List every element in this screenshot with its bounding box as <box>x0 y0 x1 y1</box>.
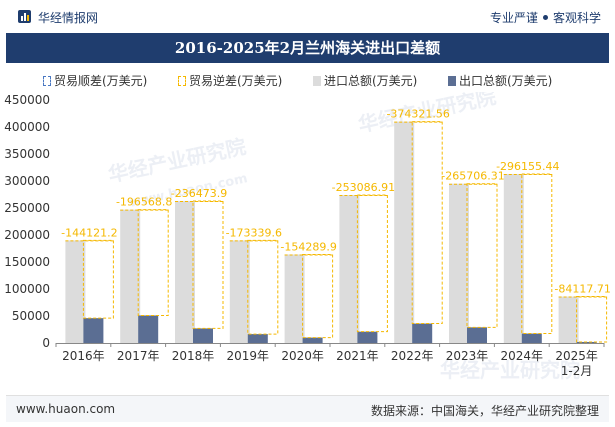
deficit-box <box>466 183 498 328</box>
chart-title: 2016-2025年2月兰州海关进出口差额 <box>6 33 609 63</box>
y-tick-label: 0 <box>42 336 50 350</box>
deficit-box <box>521 173 553 335</box>
tagline: 专业严谨 客观科学 <box>490 9 601 26</box>
import-bar <box>120 209 141 343</box>
legend-label-deficit: 贸易逆差(万美元) <box>189 74 283 88</box>
deficit-box <box>576 296 608 343</box>
import-bar <box>229 240 250 343</box>
x-tick-label: 2020年 <box>281 349 324 363</box>
tagline-right: 客观科学 <box>552 11 601 25</box>
deficit-label: -173339.6 <box>226 226 282 239</box>
deficit-box <box>302 253 334 339</box>
import-bar <box>449 183 469 343</box>
y-tick-label: 150000 <box>4 255 50 269</box>
footer-website-link[interactable]: www.huaon.com <box>16 402 116 416</box>
import-bar <box>558 296 579 343</box>
deficit-label: -144121.2 <box>61 226 117 239</box>
bar-chart: 华经产业研究院www.huaon.com华经产业研究院华经产业研究院050000… <box>4 92 611 382</box>
export-bar <box>467 327 487 343</box>
x-tick-label: 2021年 <box>336 349 379 363</box>
legend: 贸易顺差(万美元) 贸易逆差(万美元) 进口总额(万美元) 出口总额(万美元) <box>0 72 615 90</box>
import-bar <box>339 195 360 343</box>
footer: www.huaon.com 数据来源：中国海关，华经产业研究院整理 <box>6 395 609 422</box>
y-tick-label: 450000 <box>4 93 50 107</box>
legend-label-surplus: 贸易顺差(万美元) <box>54 74 148 88</box>
legend-label-export: 出口总额(万美元) <box>459 74 553 88</box>
deficit-label: -265706.31 <box>441 170 504 183</box>
x-tick-label: 2022年 <box>391 349 434 363</box>
deficit-box <box>137 209 169 316</box>
deficit-box <box>82 239 114 319</box>
x-tick-label: 2018年 <box>172 349 215 363</box>
export-bar <box>357 331 378 343</box>
import-bar <box>65 240 86 343</box>
tagline-dot-icon <box>542 15 548 20</box>
export-bar <box>83 318 104 343</box>
legend-swatch-surplus-icon <box>43 76 51 86</box>
deficit-label: -236473.9 <box>171 187 227 200</box>
x-tick-label: 2023年 <box>446 349 489 363</box>
y-tick-label: 50000 <box>12 309 50 323</box>
x-tick-label: 2017年 <box>117 349 160 363</box>
x-tick-label: 2025年 1-2月 <box>555 349 598 378</box>
export-bar <box>521 333 542 343</box>
import-bar <box>394 121 415 343</box>
deficit-box <box>247 239 279 335</box>
export-bar <box>247 334 268 343</box>
footer-source: 数据来源：中国海关，华经产业研究院整理 <box>370 404 599 418</box>
y-tick-label: 200000 <box>4 228 50 242</box>
x-tick-label: 2024年 <box>501 349 544 363</box>
y-tick-label: 250000 <box>4 201 50 215</box>
deficit-label: -253086.91 <box>332 181 395 194</box>
export-bar <box>193 328 213 343</box>
x-tick-label: 2016年 <box>62 349 105 363</box>
y-tick-label: 400000 <box>4 120 50 134</box>
deficit-box <box>192 200 224 329</box>
deficit-label: -196568.8 <box>116 196 172 209</box>
y-tick-label: 350000 <box>4 147 50 161</box>
import-bar <box>503 173 524 343</box>
import-bar <box>175 200 195 343</box>
deficit-label: -296155.44 <box>496 160 559 173</box>
deficit-label: -84117.71 <box>554 283 610 296</box>
deficit-box <box>411 121 443 325</box>
tagline-left: 专业严谨 <box>489 11 538 25</box>
legend-swatch-import-icon <box>313 76 321 86</box>
x-tick-label: 2019年 <box>227 349 270 363</box>
export-bar <box>576 341 597 343</box>
brand-name: 华经情报网 <box>38 11 99 25</box>
legend-label-import: 进口总额(万美元) <box>324 74 418 88</box>
y-tick-label: 300000 <box>4 174 50 188</box>
deficit-label: -154289.9 <box>280 240 336 253</box>
export-bar <box>412 323 433 343</box>
legend-swatch-deficit-icon <box>178 76 186 86</box>
legend-swatch-export-icon <box>448 76 456 86</box>
watermark-text: 华经产业研究院 <box>440 358 580 382</box>
brand-logo-icon <box>18 10 31 23</box>
export-bar <box>138 315 159 343</box>
import-bar <box>284 254 305 343</box>
export-bar <box>302 337 323 343</box>
deficit-label: -374321.56 <box>386 108 449 121</box>
header: 华经情报网 专业严谨 客观科学 <box>0 0 615 34</box>
deficit-box <box>356 194 388 333</box>
y-tick-label: 100000 <box>4 282 50 296</box>
